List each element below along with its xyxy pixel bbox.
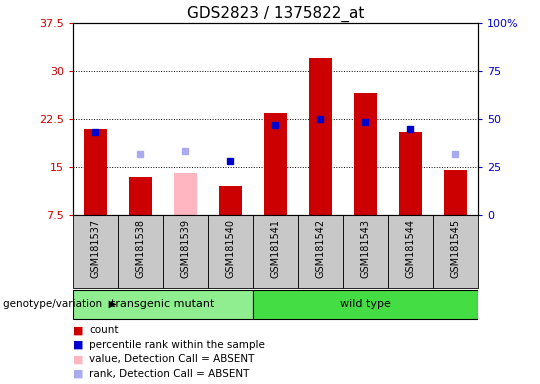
Bar — [73, 215, 118, 288]
Text: ■: ■ — [73, 354, 83, 364]
Bar — [253, 290, 478, 319]
Bar — [399, 132, 422, 215]
Text: rank, Detection Call = ABSENT: rank, Detection Call = ABSENT — [89, 369, 249, 379]
Bar — [174, 174, 197, 215]
Title: GDS2823 / 1375822_at: GDS2823 / 1375822_at — [187, 5, 364, 22]
Text: GSM181540: GSM181540 — [225, 219, 235, 278]
Bar — [354, 93, 377, 215]
Text: GSM181538: GSM181538 — [136, 219, 145, 278]
Bar — [219, 186, 242, 215]
Bar — [208, 215, 253, 288]
Bar — [343, 215, 388, 288]
Text: GSM181544: GSM181544 — [406, 219, 415, 278]
Text: GSM181542: GSM181542 — [315, 219, 326, 278]
Text: GSM181545: GSM181545 — [450, 219, 461, 278]
Text: GSM181543: GSM181543 — [360, 219, 370, 278]
Bar — [298, 215, 343, 288]
Bar — [264, 113, 287, 215]
Bar — [253, 215, 298, 288]
Bar — [84, 129, 107, 215]
Bar — [118, 215, 163, 288]
Bar — [433, 215, 478, 288]
Bar — [163, 215, 208, 288]
Text: value, Detection Call = ABSENT: value, Detection Call = ABSENT — [89, 354, 254, 364]
Text: GSM181541: GSM181541 — [271, 219, 280, 278]
Bar — [444, 170, 467, 215]
Text: genotype/variation  ▶: genotype/variation ▶ — [3, 299, 116, 310]
Text: ■: ■ — [73, 369, 83, 379]
Text: percentile rank within the sample: percentile rank within the sample — [89, 340, 265, 350]
Bar — [73, 290, 253, 319]
Bar — [388, 215, 433, 288]
Text: GSM181539: GSM181539 — [180, 219, 191, 278]
Text: ■: ■ — [73, 325, 83, 335]
Text: wild type: wild type — [340, 299, 391, 310]
Bar — [129, 177, 152, 215]
Text: ■: ■ — [73, 340, 83, 350]
Bar — [309, 58, 332, 215]
Text: transgenic mutant: transgenic mutant — [111, 299, 214, 310]
Text: count: count — [89, 325, 119, 335]
Text: GSM181537: GSM181537 — [90, 219, 100, 278]
